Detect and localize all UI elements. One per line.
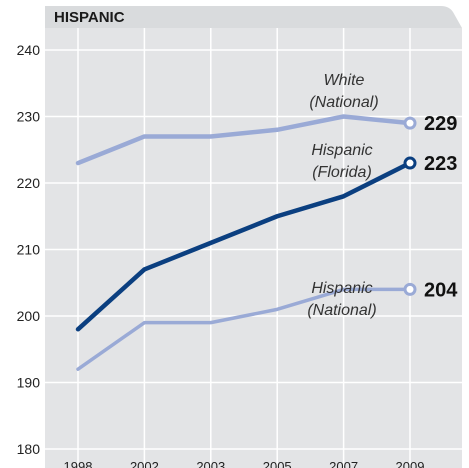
series-name-label: Hispanic [311, 142, 372, 159]
x-tick-label: 2003 [196, 459, 225, 468]
end-value-label: 204 [424, 279, 458, 301]
x-axis-ticks: 1998 2002 2003 2005 2007 2009 [64, 459, 425, 468]
end-marker-white-national [403, 116, 417, 130]
header-bar [45, 6, 462, 28]
series-line-white-national [75, 114, 413, 166]
x-tick-label: 2007 [329, 459, 358, 468]
y-tick-label: 190 [17, 375, 41, 391]
series-name-label: (Florida) [312, 164, 372, 181]
series-name-label: (National) [307, 302, 376, 319]
end-value-label: 223 [424, 153, 457, 175]
y-axis-ticks: 180 190 200 210 220 230 240 [17, 42, 41, 457]
series-line-hispanic-florida [75, 160, 413, 332]
plot-background [45, 28, 462, 468]
end-value-label: 229 [424, 113, 457, 135]
chart-title: HISPANIC [54, 9, 125, 26]
y-tick-label: 210 [17, 242, 41, 258]
y-tick-label: 240 [17, 42, 41, 58]
x-tick-label: 2002 [130, 459, 159, 468]
series-name-label: Hispanic [311, 280, 372, 297]
y-tick-label: 220 [17, 175, 41, 191]
end-marker-hispanic-national [403, 282, 417, 296]
y-tick-label: 180 [17, 441, 41, 457]
grid-lines [45, 28, 462, 468]
series-name-label: White [324, 72, 365, 89]
series-name-label: (National) [309, 94, 378, 111]
x-tick-label: 2005 [263, 459, 292, 468]
x-tick-label: 2009 [396, 459, 425, 468]
y-tick-label: 200 [17, 308, 41, 324]
series-line-hispanic-national [76, 287, 412, 371]
series-labels: 229 White (National) 223 Hispanic (Florida) 20… [307, 72, 458, 319]
end-marker-hispanic-florida [403, 156, 417, 170]
y-tick-label: 230 [17, 109, 41, 125]
x-tick-label: 1998 [64, 459, 93, 468]
series-lines [75, 114, 417, 371]
